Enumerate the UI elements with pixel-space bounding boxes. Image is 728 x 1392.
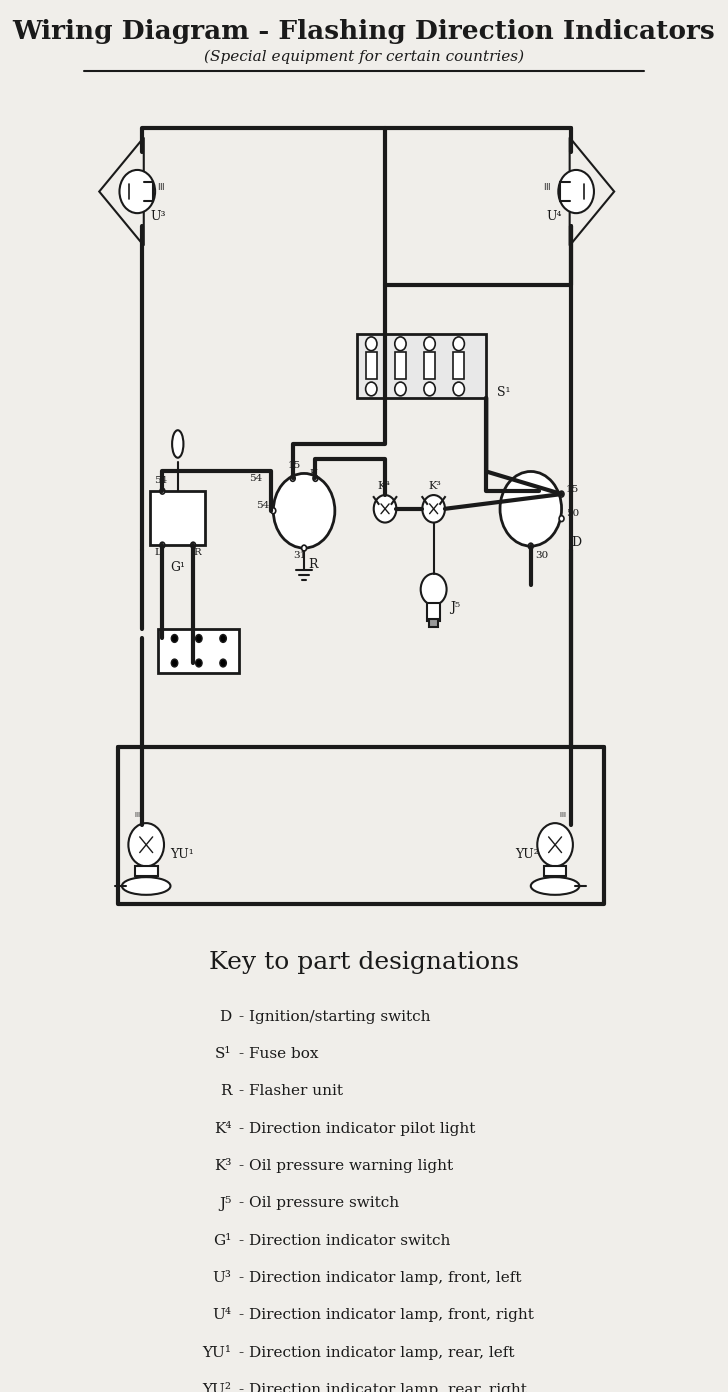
Text: - Direction indicator lamp, front, left: - Direction indicator lamp, front, left bbox=[240, 1271, 522, 1285]
Text: - Direction indicator lamp, rear, right: - Direction indicator lamp, rear, right bbox=[240, 1382, 527, 1392]
Circle shape bbox=[273, 473, 335, 548]
Text: - Direction indicator lamp, front, right: - Direction indicator lamp, front, right bbox=[240, 1308, 534, 1322]
Text: K⁴: K⁴ bbox=[214, 1122, 232, 1136]
Circle shape bbox=[395, 337, 406, 351]
Circle shape bbox=[373, 496, 396, 522]
Text: - Oil pressure switch: - Oil pressure switch bbox=[240, 1196, 400, 1210]
Text: 15: 15 bbox=[288, 462, 301, 470]
Bar bbox=[427, 603, 440, 621]
Text: K: K bbox=[310, 469, 317, 479]
Bar bbox=[429, 619, 438, 626]
Circle shape bbox=[220, 635, 226, 642]
Text: 15: 15 bbox=[566, 484, 579, 494]
Text: Wiring Diagram - Flashing Direction Indicators: Wiring Diagram - Flashing Direction Indi… bbox=[12, 19, 716, 45]
Circle shape bbox=[558, 170, 594, 213]
Bar bbox=[453, 352, 464, 379]
Text: $\mathsf{III}$: $\mathsf{III}$ bbox=[157, 181, 165, 192]
Circle shape bbox=[160, 543, 165, 548]
Text: $\mathsf{III}$: $\mathsf{III}$ bbox=[543, 181, 552, 192]
Circle shape bbox=[365, 381, 377, 395]
Text: YU¹: YU¹ bbox=[202, 1346, 232, 1360]
Circle shape bbox=[424, 337, 435, 351]
Ellipse shape bbox=[122, 877, 170, 895]
Circle shape bbox=[365, 337, 377, 351]
Bar bbox=[159, 629, 240, 672]
Ellipse shape bbox=[531, 877, 579, 895]
Circle shape bbox=[119, 170, 155, 213]
Text: - Direction indicator switch: - Direction indicator switch bbox=[240, 1233, 451, 1247]
Text: K³: K³ bbox=[214, 1160, 232, 1173]
Text: R: R bbox=[220, 1084, 232, 1098]
Circle shape bbox=[313, 476, 318, 482]
Text: D: D bbox=[571, 536, 582, 550]
Text: - Direction indicator pilot light: - Direction indicator pilot light bbox=[240, 1122, 475, 1136]
Text: G¹: G¹ bbox=[213, 1233, 232, 1247]
Bar bbox=[424, 352, 435, 379]
Text: 30: 30 bbox=[535, 551, 548, 560]
Circle shape bbox=[271, 508, 276, 514]
Circle shape bbox=[424, 381, 435, 395]
Circle shape bbox=[128, 823, 164, 866]
Circle shape bbox=[421, 574, 446, 606]
Circle shape bbox=[529, 543, 533, 548]
Bar bbox=[357, 334, 486, 398]
Circle shape bbox=[160, 489, 165, 494]
Text: - Fuse box: - Fuse box bbox=[240, 1047, 319, 1061]
Circle shape bbox=[191, 543, 196, 548]
Text: K³: K³ bbox=[429, 482, 442, 491]
Text: 31: 31 bbox=[293, 551, 306, 560]
Circle shape bbox=[290, 476, 295, 482]
Circle shape bbox=[453, 337, 464, 351]
Text: (Special equipment for certain countries): (Special equipment for certain countries… bbox=[204, 50, 524, 64]
Text: U⁴: U⁴ bbox=[546, 210, 561, 223]
Text: 54: 54 bbox=[154, 476, 167, 486]
Text: 54: 54 bbox=[256, 501, 269, 511]
Circle shape bbox=[559, 515, 564, 522]
Text: YU¹: YU¹ bbox=[170, 848, 194, 862]
Bar bbox=[150, 491, 205, 546]
Circle shape bbox=[171, 658, 178, 667]
Bar bbox=[395, 352, 406, 379]
Bar bbox=[365, 352, 377, 379]
Circle shape bbox=[395, 381, 406, 395]
Text: 50: 50 bbox=[566, 509, 579, 518]
Text: D: D bbox=[219, 1009, 232, 1023]
Circle shape bbox=[171, 635, 178, 642]
Circle shape bbox=[196, 658, 202, 667]
Circle shape bbox=[500, 472, 561, 546]
Text: U³: U³ bbox=[150, 210, 166, 223]
Text: $\mathsf{III}$: $\mathsf{III}$ bbox=[560, 810, 567, 820]
Text: - Oil pressure warning light: - Oil pressure warning light bbox=[240, 1160, 454, 1173]
Text: U³: U³ bbox=[213, 1271, 232, 1285]
Circle shape bbox=[422, 496, 445, 522]
Circle shape bbox=[220, 658, 226, 667]
Text: R: R bbox=[308, 558, 317, 571]
Bar bbox=[544, 866, 566, 876]
Circle shape bbox=[537, 823, 573, 866]
Circle shape bbox=[453, 381, 464, 395]
Text: $\mathsf{III}$: $\mathsf{III}$ bbox=[135, 810, 142, 820]
Circle shape bbox=[559, 491, 564, 497]
Text: - Ignition/starting switch: - Ignition/starting switch bbox=[240, 1009, 431, 1023]
Text: YU²: YU² bbox=[202, 1382, 232, 1392]
Ellipse shape bbox=[172, 430, 183, 458]
Circle shape bbox=[196, 635, 202, 642]
Text: U⁴: U⁴ bbox=[212, 1308, 232, 1322]
Text: K⁴: K⁴ bbox=[377, 482, 390, 491]
Text: Key to part designations: Key to part designations bbox=[209, 951, 519, 974]
Text: S¹: S¹ bbox=[496, 387, 510, 400]
Text: G¹: G¹ bbox=[170, 561, 185, 574]
Text: L: L bbox=[155, 548, 162, 557]
Text: S¹: S¹ bbox=[215, 1047, 232, 1061]
Circle shape bbox=[301, 546, 306, 551]
Text: YU²: YU² bbox=[515, 848, 539, 862]
Text: - Flasher unit: - Flasher unit bbox=[240, 1084, 344, 1098]
Text: J⁵: J⁵ bbox=[450, 600, 460, 614]
Text: - Direction indicator lamp, rear, left: - Direction indicator lamp, rear, left bbox=[240, 1346, 515, 1360]
Bar bbox=[135, 866, 157, 876]
Text: R: R bbox=[194, 548, 201, 557]
Text: 54: 54 bbox=[249, 475, 262, 483]
Text: J⁵: J⁵ bbox=[219, 1196, 232, 1211]
